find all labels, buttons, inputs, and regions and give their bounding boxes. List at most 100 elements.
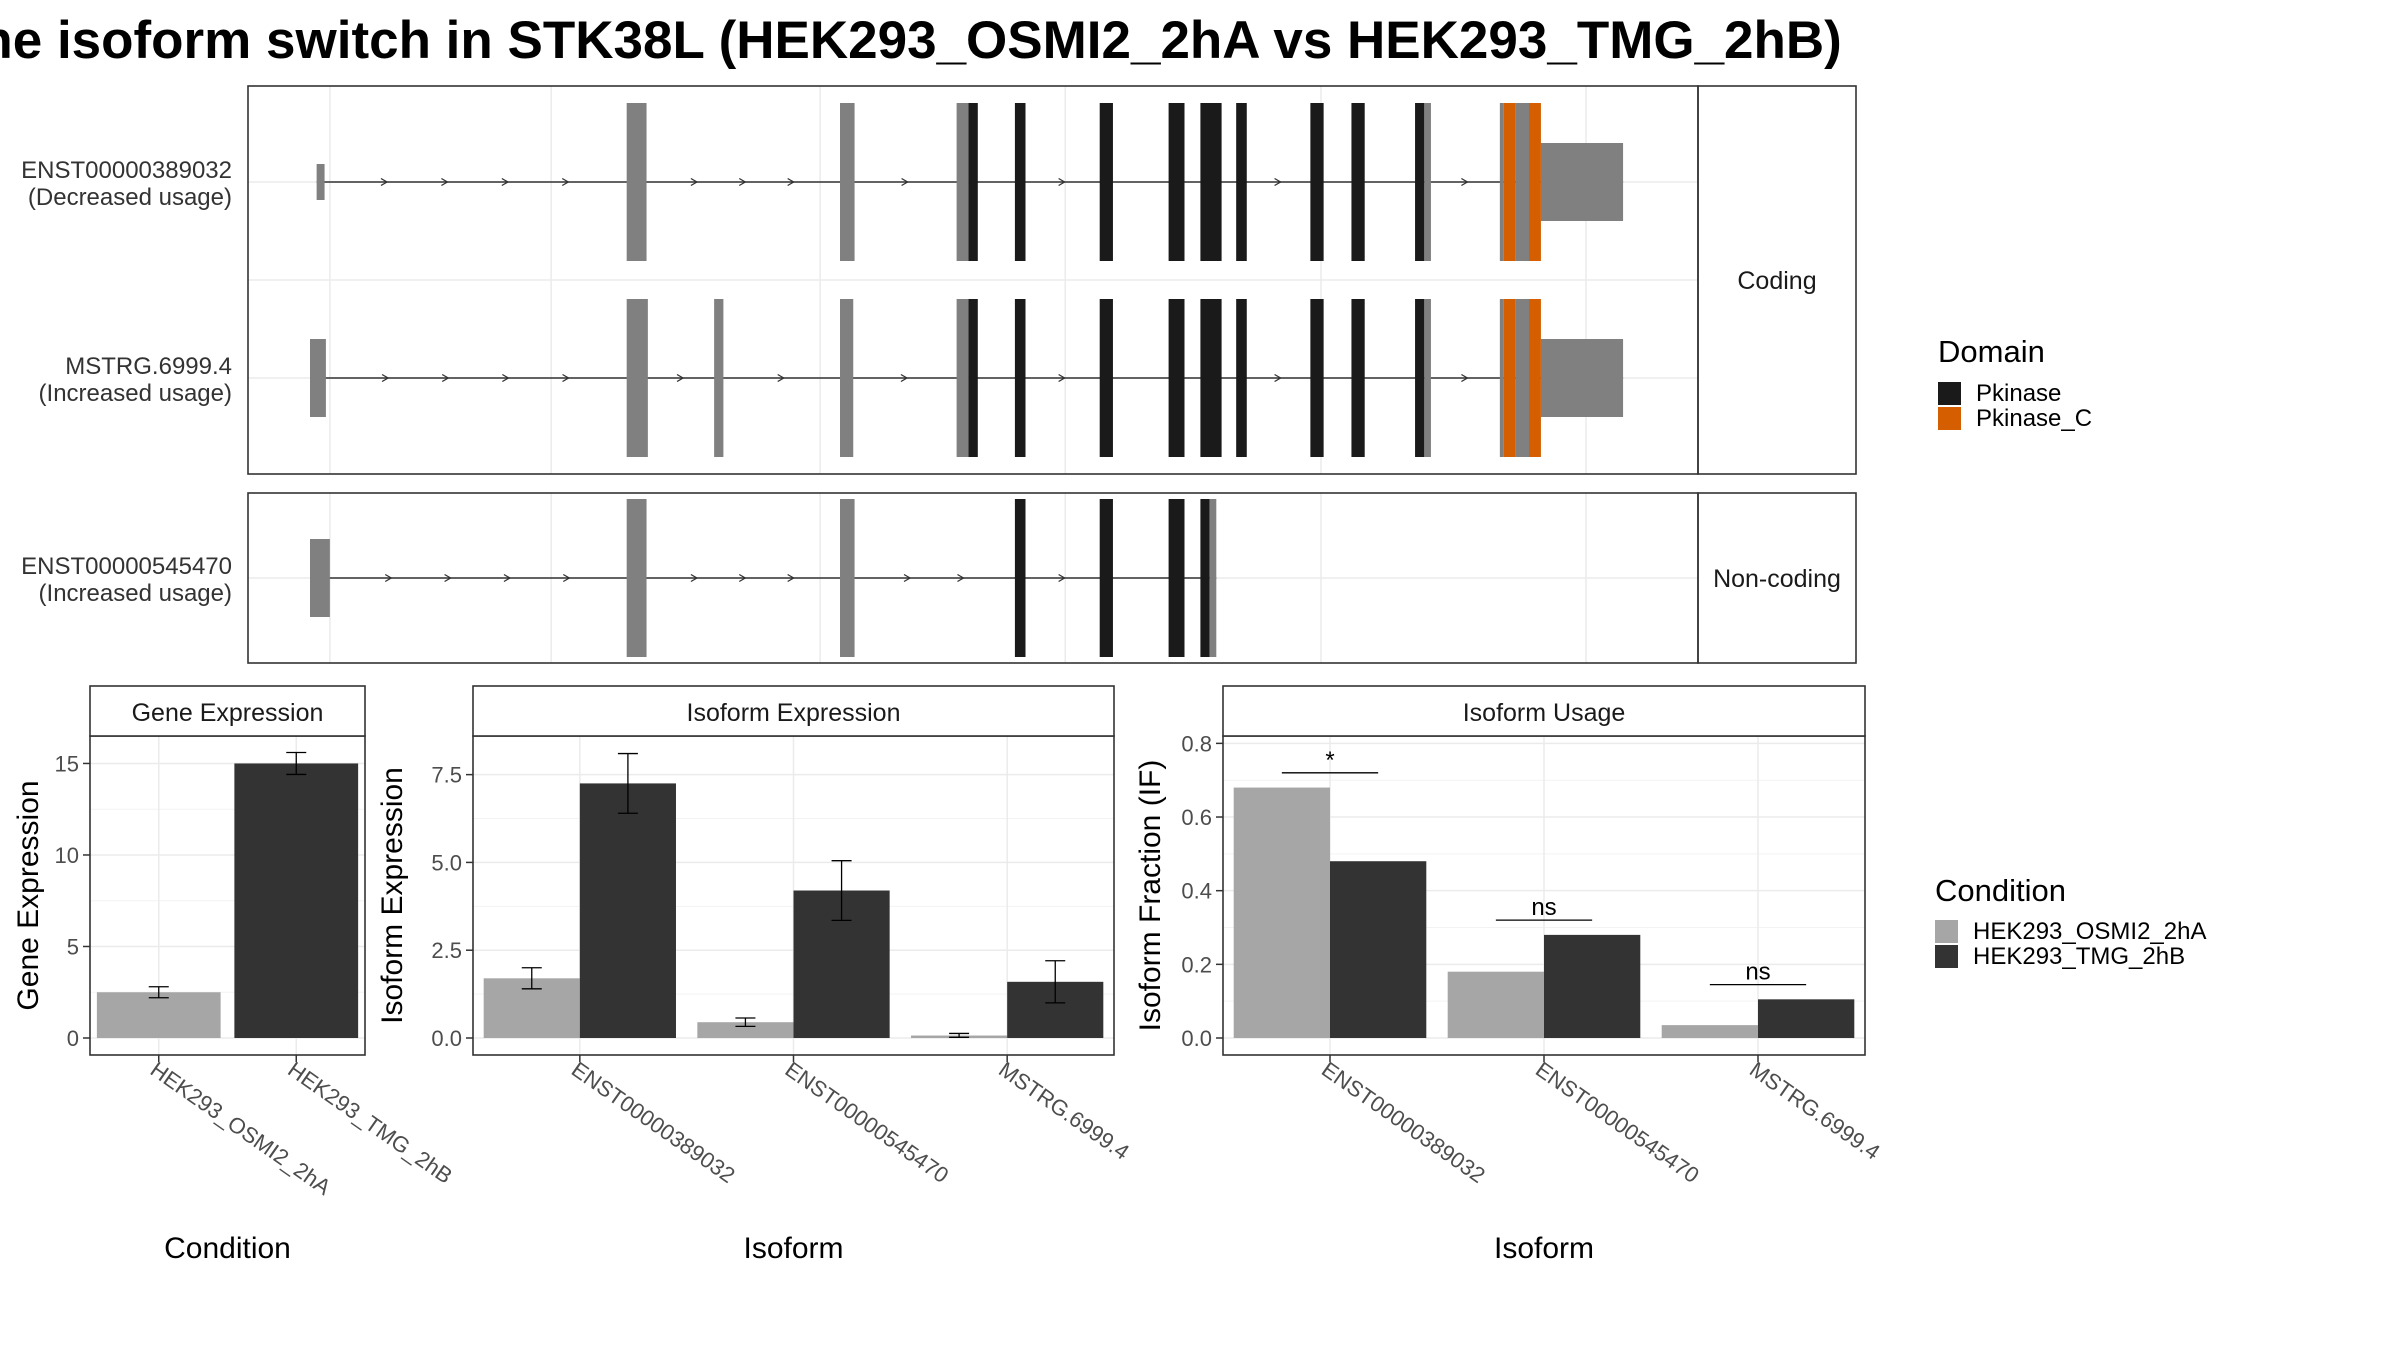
panel-strip-label: Gene Expression (132, 699, 324, 727)
strand-arrow (503, 573, 512, 583)
transcript-mstrg.6999.4: MSTRG.6999.4(Increased usage) (39, 299, 1624, 457)
y-tick-label: 10 (55, 843, 79, 868)
x-tick-label: MSTRG.6999.4 (994, 1057, 1134, 1165)
facet-strip-label: Non-coding (1713, 565, 1841, 593)
y-axis-title: Isoform Fraction (IF) (1134, 760, 1167, 1032)
strand-arrow (1461, 373, 1469, 383)
condition-legend-label: HEK293_OSMI2_2hA (1973, 918, 2206, 945)
panel-strip (472, 685, 1115, 737)
domain-exon-pkinase (1168, 499, 1185, 657)
utr-exon (626, 299, 648, 457)
domain-legend-swatch (1938, 382, 1961, 405)
expression-bar-panels: Gene Expression051015HEK293_OSMI2_2hAHEK… (12, 685, 1885, 1265)
facet-frame (247, 85, 1699, 475)
significance-label: * (1325, 747, 1334, 774)
structure-facet-non-coding: Non-coding ENST00000545470(Increased usag… (21, 492, 1857, 664)
y-tick-label: 0.0 (431, 1026, 462, 1051)
bar-panel-isoform-expression: Isoform Expression 0.0 2.5 5.0 7.5 ENST000003… (376, 685, 1134, 1265)
y-tick-label: 0.2 (1181, 952, 1212, 977)
panel-strip (89, 685, 366, 737)
y-tick-label: 0.4 (1181, 879, 1212, 904)
strand-arrow (1058, 177, 1066, 187)
x-tick-label: ENST00000545470 (781, 1057, 954, 1188)
panel-strip-label: Isoform Usage (1463, 699, 1626, 727)
strand-arrow (441, 177, 449, 187)
strand-arrow (1461, 177, 1469, 187)
strand-arrow (903, 573, 912, 583)
strand-arrow (441, 373, 450, 383)
domain-exon-pkinase (1415, 103, 1425, 261)
strand-arrow (690, 573, 699, 583)
domain-exon-pkinase (1236, 103, 1247, 261)
y-tick-label: 5 (67, 934, 79, 959)
strand-arrow (676, 373, 685, 383)
utr-exon (840, 299, 850, 457)
strand-arrow (1058, 373, 1066, 383)
domain-exon-pkinase_c (1529, 103, 1541, 261)
utr-exon (1515, 103, 1529, 261)
bar (1233, 787, 1330, 1038)
utr-exon (1499, 299, 1504, 457)
domain-exon-pkinase_c (1529, 299, 1541, 457)
bar (96, 992, 221, 1038)
transcript-usage-label: (Decreased usage) (28, 184, 232, 211)
strand-arrow (1274, 373, 1282, 383)
domain-exon-pkinase (1310, 103, 1324, 261)
domain-exon-pkinase (1200, 299, 1222, 457)
utr-exon (310, 539, 330, 617)
utr-exon (956, 299, 969, 457)
y-tick-label: 15 (55, 751, 79, 776)
panel-strip (1222, 685, 1866, 737)
y-axis-title: Gene Expression (12, 780, 45, 1010)
domain-exon-pkinase (1099, 103, 1113, 261)
strand-arrow (562, 373, 570, 383)
domain-exon-pkinase (1351, 103, 1365, 261)
domain-exon-pkinase (1351, 299, 1365, 457)
x-axis-title: Isoform (1494, 1232, 1594, 1265)
utr-exon (714, 299, 724, 457)
utr-exon (840, 499, 855, 657)
transcript-enst00000545470: ENST00000545470(Increased usage) (21, 499, 1217, 657)
transcript-id-label: MSTRG.6999.4 (65, 353, 232, 380)
transcript-structure-panel: Coding ENST00000389032(Decreased usage) MS… (21, 85, 1857, 664)
strand-arrow (562, 573, 571, 583)
domain-exon-pkinase (1168, 103, 1185, 261)
x-axis-title: Isoform (743, 1232, 843, 1265)
y-tick-label: 0.8 (1181, 731, 1212, 756)
transcript-enst00000389032: ENST00000389032(Decreased usage) (21, 103, 1624, 261)
domain-legend-label: Pkinase (1976, 380, 2061, 407)
strand-arrow (787, 177, 795, 187)
y-tick-label: 0 (67, 1026, 79, 1051)
bar-panel-isoform-usage: * ns ns Isoform Usage 0.0 0.2 0.4 0.6 0.8 ENST000… (1134, 685, 1885, 1265)
condition-legend-swatch (1935, 920, 1958, 943)
bar (1544, 934, 1641, 1038)
utr-exon (631, 103, 647, 261)
utr-exon (1424, 299, 1431, 457)
utr-exon (1540, 143, 1624, 221)
x-tick-label: ENST00000545470 (1531, 1057, 1704, 1188)
strand-arrow (738, 573, 747, 583)
strand-arrow (787, 573, 795, 583)
strand-arrow (777, 373, 785, 383)
strand-arrow (384, 573, 393, 583)
domain-exon-pkinase (1200, 103, 1222, 261)
utr-exon (1499, 103, 1504, 261)
condition-legend-swatch (1935, 945, 1958, 968)
domain-exon-pkinase (1168, 299, 1185, 457)
structure-facet-coding: Coding ENST00000389032(Decreased usage) MS… (21, 85, 1857, 475)
y-tick-label: 0.0 (1181, 1026, 1212, 1051)
bar (1330, 861, 1427, 1038)
y-tick-label: 7.5 (431, 763, 462, 788)
domain-exon-pkinase (1099, 499, 1113, 657)
utr-exon (631, 499, 647, 657)
bar (234, 763, 359, 1038)
facet-strip (1697, 492, 1857, 664)
bar (1661, 1025, 1758, 1038)
strand-arrow (957, 573, 965, 583)
utr-exon (1209, 499, 1217, 657)
bar (1758, 999, 1855, 1038)
bar (1447, 971, 1544, 1038)
domain-exon-pkinase (1014, 103, 1026, 261)
x-tick-label: MSTRG.6999.4 (1745, 1057, 1885, 1165)
